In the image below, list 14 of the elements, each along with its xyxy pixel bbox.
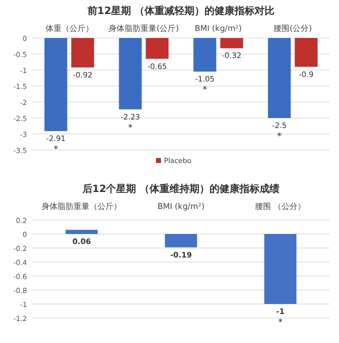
- annotation: *: [277, 132, 282, 142]
- x-tick-label: 身体脂肪重量（公斤）: [42, 202, 122, 211]
- annotation: *: [128, 123, 134, 134]
- annotation: *: [278, 318, 284, 328]
- chart-title: 前12星期 （体重减轻期）的健康指标对比: [86, 5, 275, 17]
- x-tick-label: 体重（公斤）: [45, 24, 94, 33]
- annotation: *: [54, 145, 59, 156]
- chart-title: 后12个星期 （体重维持期）的健康指标成绩: [81, 183, 280, 195]
- x-tick-label: 腰围(公分): [274, 24, 312, 33]
- x-tick-label: 身体脂肪重量(公斤): [108, 24, 179, 33]
- annotation: *: [202, 86, 208, 96]
- x-tick-label: BMI (kg/m²): [194, 24, 242, 33]
- x-tick-label: 腰围 （公分）: [255, 202, 306, 211]
- x-tick-label: BMI (kg/m²): [158, 202, 204, 211]
